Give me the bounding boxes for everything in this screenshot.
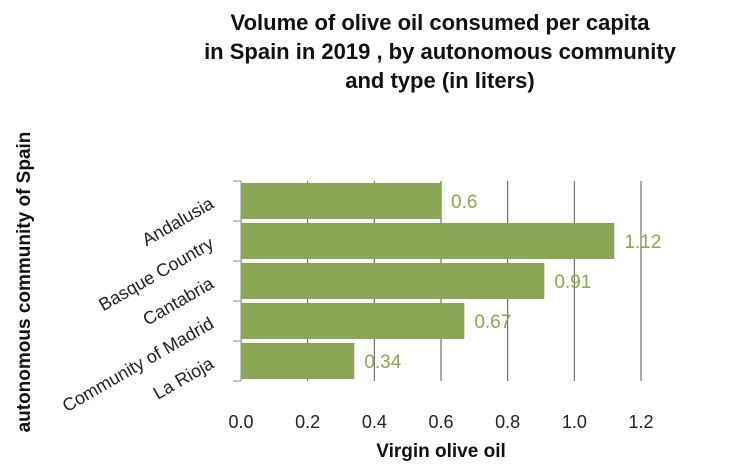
x-tick-label: 0.6	[428, 412, 453, 432]
x-tick-label: 0.4	[362, 412, 387, 432]
chart-title-line: in Spain in 2019 , by autonomous communi…	[204, 39, 676, 64]
bar	[241, 183, 441, 219]
x-axis-title: Virgin olive oil	[376, 441, 506, 462]
x-tick-label: 1.2	[628, 412, 653, 432]
x-tick-label: 1.0	[562, 412, 587, 432]
chart-title-line: and type (in liters)	[345, 68, 535, 93]
bar	[241, 263, 545, 299]
data-label: 0.67	[474, 312, 511, 333]
x-tick-label: 0.2	[295, 412, 320, 432]
chart-title-line: Volume of olive oil consumed per capita	[230, 10, 650, 35]
data-label: 0.6	[451, 192, 477, 213]
chart-title: Volume of olive oil consumed per capita …	[150, 8, 730, 95]
data-label: 0.91	[554, 272, 591, 293]
data-label: 1.12	[624, 232, 661, 253]
x-tick-label: 0.8	[495, 412, 520, 432]
bar	[241, 223, 615, 259]
y-axis-title: autonomous community of Spain	[14, 132, 35, 433]
bars-layer	[241, 183, 615, 379]
data-label: 0.34	[364, 352, 401, 373]
bar	[241, 343, 355, 379]
bar	[241, 303, 465, 339]
x-tick-label: 0.0	[228, 412, 253, 432]
